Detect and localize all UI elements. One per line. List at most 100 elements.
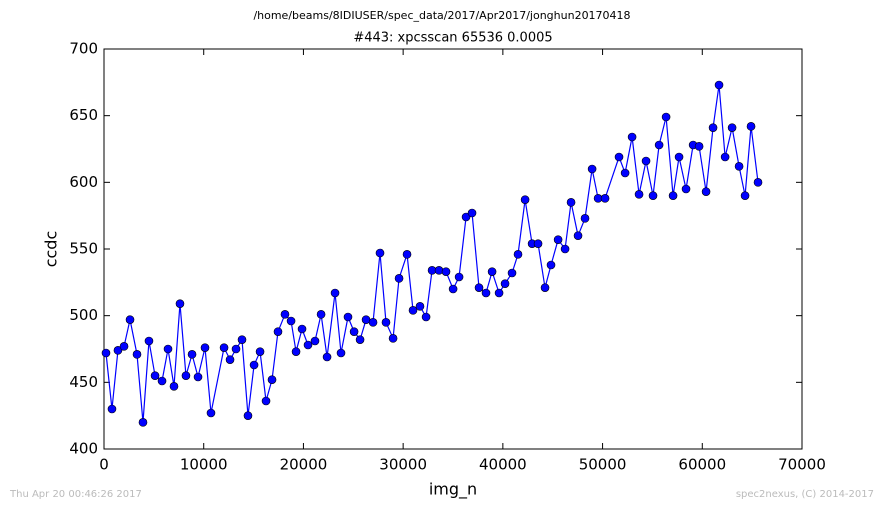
point bbox=[507, 268, 517, 278]
point bbox=[727, 123, 737, 132]
point bbox=[150, 371, 160, 380]
point bbox=[107, 404, 117, 414]
point bbox=[474, 283, 484, 292]
point bbox=[291, 347, 301, 356]
point bbox=[734, 162, 744, 171]
point bbox=[746, 122, 756, 131]
line bbox=[105, 84, 759, 423]
y-tick-label: 550 bbox=[69, 240, 98, 258]
x-tick-label: 60000 bbox=[678, 456, 726, 474]
point bbox=[566, 198, 576, 207]
x-tick-label: 40000 bbox=[479, 456, 527, 474]
point bbox=[740, 191, 750, 200]
point bbox=[580, 214, 590, 223]
footer-left: Thu Apr 20 00:46:26 2017 bbox=[9, 489, 142, 500]
point bbox=[674, 152, 684, 162]
point bbox=[163, 344, 173, 354]
x-axis-label: img_n bbox=[429, 480, 477, 500]
point bbox=[267, 375, 277, 384]
point bbox=[181, 371, 191, 380]
x-tick-label: 30000 bbox=[379, 456, 427, 474]
point bbox=[448, 284, 458, 294]
point bbox=[336, 348, 346, 358]
point bbox=[648, 191, 658, 200]
y-tick-label: 600 bbox=[69, 173, 98, 191]
point bbox=[157, 376, 167, 386]
point bbox=[454, 272, 464, 282]
y-tick-label: 400 bbox=[69, 440, 98, 458]
point bbox=[297, 324, 307, 334]
x-tick-label: 10000 bbox=[180, 456, 228, 474]
point bbox=[237, 335, 247, 344]
point bbox=[249, 360, 259, 370]
point bbox=[620, 168, 630, 178]
point bbox=[219, 343, 229, 352]
point bbox=[243, 411, 253, 420]
chart-title: #443: xpcsscan 65536 0.0005 bbox=[353, 31, 552, 46]
point bbox=[681, 184, 691, 194]
footer-right: spec2nexus, (C) 2014-2017 bbox=[736, 489, 874, 500]
point bbox=[280, 310, 290, 319]
point bbox=[200, 343, 210, 352]
point bbox=[494, 288, 504, 298]
point bbox=[701, 187, 711, 196]
point bbox=[368, 318, 378, 327]
point bbox=[355, 335, 365, 344]
point bbox=[708, 123, 718, 132]
point bbox=[668, 191, 678, 200]
point bbox=[627, 132, 637, 142]
point bbox=[694, 142, 704, 151]
point bbox=[144, 336, 154, 346]
point bbox=[175, 299, 185, 308]
point bbox=[587, 164, 597, 174]
x-tick-label: 50000 bbox=[579, 456, 627, 474]
point bbox=[187, 350, 197, 359]
point bbox=[402, 250, 412, 259]
point bbox=[714, 80, 724, 90]
y-axis-label: ccdc bbox=[42, 231, 61, 268]
point bbox=[349, 327, 359, 336]
point bbox=[113, 346, 123, 355]
point bbox=[316, 310, 326, 319]
point bbox=[303, 340, 313, 350]
point bbox=[720, 152, 730, 162]
point bbox=[421, 312, 431, 322]
point bbox=[634, 190, 644, 199]
point bbox=[330, 288, 340, 298]
x-tick-label: 20000 bbox=[280, 456, 328, 474]
point bbox=[388, 334, 398, 343]
point bbox=[513, 250, 523, 259]
point bbox=[119, 342, 129, 351]
point bbox=[546, 260, 556, 270]
point bbox=[560, 244, 570, 254]
point bbox=[641, 156, 651, 166]
point bbox=[520, 195, 530, 204]
point bbox=[206, 408, 216, 418]
point bbox=[101, 348, 111, 358]
point bbox=[381, 318, 391, 327]
point bbox=[540, 283, 550, 292]
point bbox=[343, 312, 353, 322]
point bbox=[125, 315, 135, 324]
point bbox=[273, 327, 283, 336]
point bbox=[132, 350, 142, 359]
point bbox=[375, 248, 385, 258]
point bbox=[169, 382, 179, 391]
point bbox=[415, 302, 425, 311]
point bbox=[434, 266, 444, 275]
point bbox=[661, 112, 671, 122]
point bbox=[286, 316, 296, 326]
y-tick-label: 650 bbox=[69, 106, 98, 124]
point bbox=[487, 267, 497, 276]
point bbox=[322, 352, 332, 362]
point bbox=[654, 140, 664, 150]
point bbox=[310, 336, 320, 346]
point bbox=[481, 288, 491, 298]
point bbox=[408, 306, 418, 315]
point bbox=[225, 355, 235, 364]
point bbox=[193, 372, 203, 382]
x-tick-label: 70000 bbox=[778, 456, 826, 474]
point bbox=[553, 235, 563, 244]
point bbox=[231, 344, 241, 354]
